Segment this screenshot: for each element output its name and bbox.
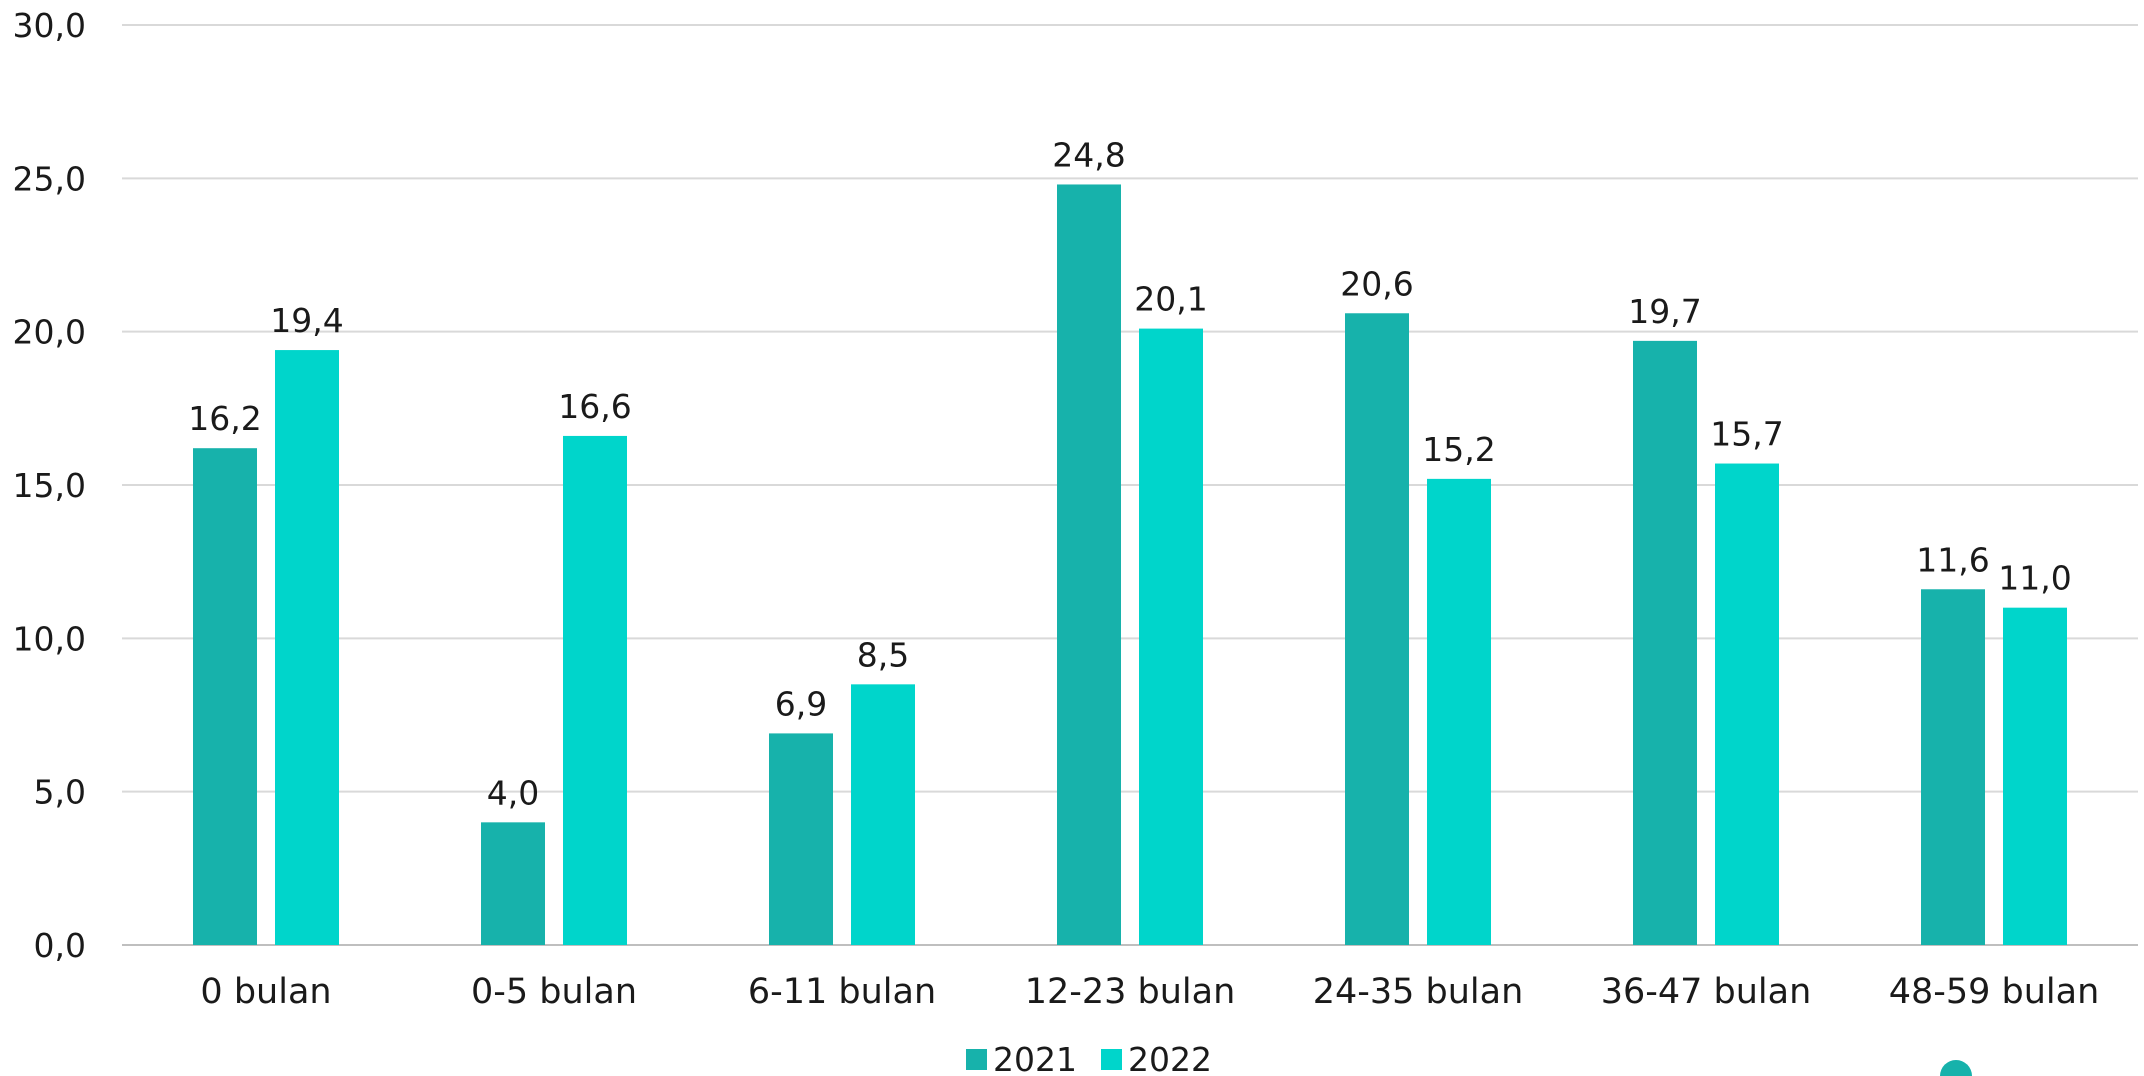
gridlines: [122, 24, 2138, 946]
legend-label-2022: 2022: [1128, 1040, 1212, 1076]
bars: 16,2 19,4 4,0 16,6 6,9 8,5 24,8 20,1 20,6 15,2 19,…: [188, 135, 2072, 946]
y-tick-label: 10,0: [13, 619, 86, 658]
x-tick-label: 24-35 bulan: [1313, 972, 1524, 1012]
y-tick-label: 20,0: [13, 313, 86, 352]
x-axis: 0 bulan 0-5 bulan 6-11 bulan 12-23 bulan 24-…: [200, 972, 2099, 1012]
data-label: 24,8: [1052, 135, 1125, 174]
data-label: 16,6: [558, 387, 631, 426]
bar-2021-1: [481, 822, 545, 945]
y-tick-label: 0,0: [34, 926, 86, 965]
data-label: 15,7: [1710, 415, 1783, 454]
data-label: 6,9: [775, 684, 827, 723]
y-tick-label: 15,0: [13, 466, 86, 505]
bar-2021-2: [769, 733, 833, 945]
bar-2021-3: [1057, 184, 1121, 945]
data-label: 15,2: [1422, 430, 1495, 469]
bar-2022-0: [275, 350, 339, 946]
y-tick-label: 5,0: [34, 773, 86, 812]
y-tick-label: 30,0: [13, 6, 86, 45]
data-label: 8,5: [857, 635, 909, 674]
bar-2022-2: [851, 684, 915, 945]
bar-2022-1: [563, 435, 627, 945]
bar-2021-5: [1633, 340, 1697, 945]
data-label: 20,6: [1340, 264, 1413, 303]
bar-2022-3: [1139, 328, 1203, 946]
bar-2022-4: [1427, 478, 1491, 945]
data-label: 11,6: [1916, 540, 1989, 579]
legend-swatch-2022: [1101, 1049, 1122, 1070]
data-label: 20,1: [1134, 280, 1207, 319]
x-tick-label: 0 bulan: [200, 972, 331, 1012]
x-tick-label: 48-59 bulan: [1889, 972, 2100, 1012]
data-label: 19,4: [270, 301, 343, 340]
legend-label-2021: 2021: [993, 1040, 1077, 1076]
data-label: 11,0: [1998, 559, 2071, 598]
legend-swatch-2021: [966, 1049, 987, 1070]
bar-2021-6: [1921, 589, 1985, 945]
x-tick-label: 0-5 bulan: [471, 972, 637, 1012]
x-tick-label: 36-47 bulan: [1601, 972, 1812, 1012]
bar-2022-5: [1715, 463, 1779, 945]
bar-2021-0: [193, 448, 257, 945]
legend: 2021 2022: [966, 1040, 1212, 1076]
x-tick-label: 12-23 bulan: [1025, 972, 1236, 1012]
data-label: 16,2: [188, 399, 261, 438]
bar-2022-6: [2003, 607, 2067, 945]
decorative-dot: [1940, 1060, 1972, 1076]
data-label: 4,0: [487, 773, 539, 812]
y-axis: 0,0 5,0 10,0 15,0 20,0 25,0 30,0: [13, 6, 86, 965]
x-tick-label: 6-11 bulan: [748, 972, 936, 1012]
data-label: 19,7: [1628, 292, 1701, 331]
bar-2021-4: [1345, 313, 1409, 945]
y-tick-label: 25,0: [13, 159, 86, 198]
